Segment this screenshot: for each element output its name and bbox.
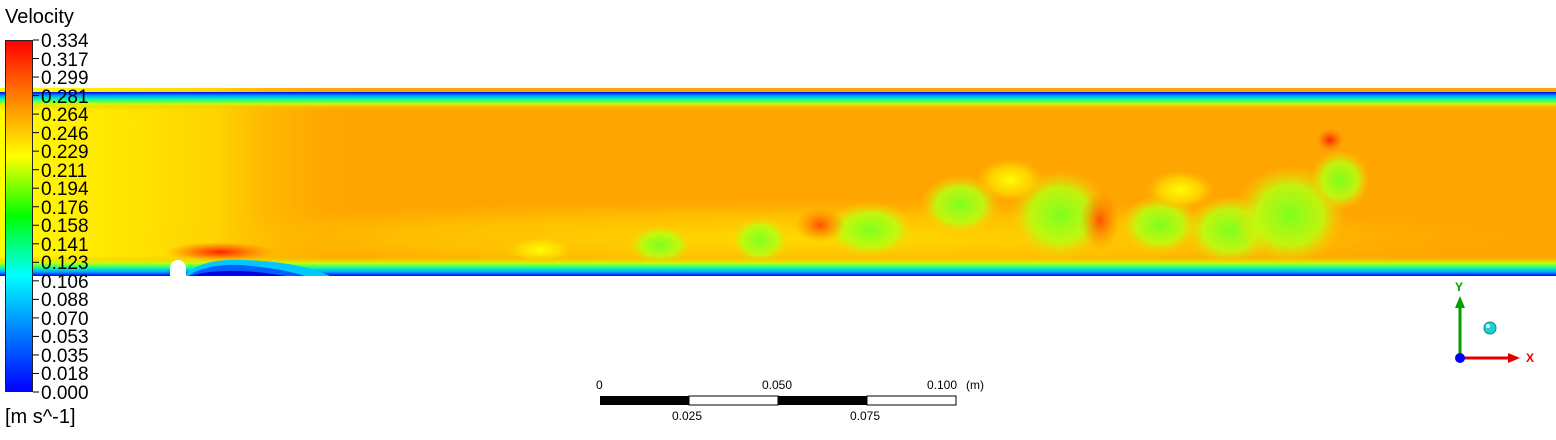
x-arrow-head xyxy=(1508,353,1520,363)
scale-label-0-100: 0.100 xyxy=(927,378,958,392)
legend-label: 0.035 xyxy=(41,345,89,367)
legend-label: 0.334 xyxy=(41,31,89,52)
y-axis-label: Y xyxy=(1455,280,1464,294)
legend-label: 0.281 xyxy=(41,86,89,108)
legend-label: 0.176 xyxy=(41,197,89,219)
scale-label-0-050: 0.050 xyxy=(762,378,793,392)
legend-label: 0.000 xyxy=(41,383,89,404)
legend-label: 0.018 xyxy=(41,364,89,386)
legend-color-bar xyxy=(5,40,33,392)
top-boundary-layer xyxy=(0,92,1556,110)
legend-label: 0.299 xyxy=(41,68,89,90)
legend-units: [m s^-1] xyxy=(5,406,76,428)
legend-label: 0.264 xyxy=(41,105,89,127)
scale-segment-2 xyxy=(688,395,779,406)
recirculation-zone xyxy=(184,259,330,276)
flow-field xyxy=(0,88,1556,276)
legend-label: 0.317 xyxy=(41,49,89,71)
legend-label: 0.158 xyxy=(41,216,89,238)
turbulent-structures xyxy=(505,150,1370,265)
legend-label: 0.106 xyxy=(41,271,89,293)
scale-unit: (m) xyxy=(966,378,984,392)
legend-label: 0.229 xyxy=(41,142,89,164)
scale-segment-1 xyxy=(600,396,689,405)
scale-segment-4 xyxy=(866,395,957,406)
scale-label-0: 0 xyxy=(596,378,603,392)
legend-label: 0.141 xyxy=(41,234,89,256)
y-arrow-head xyxy=(1455,296,1465,308)
scale-segment-3 xyxy=(778,396,867,405)
legend-label: 0.211 xyxy=(41,160,88,182)
scale-label-0-075: 0.075 xyxy=(850,409,881,423)
legend-label: 0.053 xyxy=(41,327,89,349)
legend-label: 0.246 xyxy=(41,123,89,145)
legend-label: 0.088 xyxy=(41,290,89,312)
scale-bar xyxy=(600,395,957,406)
legend-title: Velocity xyxy=(5,6,74,28)
bottom-boundary-layer xyxy=(0,256,1556,276)
legend-label: 0.123 xyxy=(41,253,89,275)
legend xyxy=(33,39,39,393)
legend-label: 0.194 xyxy=(41,179,89,201)
step-obstacle xyxy=(170,260,186,276)
scale-label-0-025: 0.025 xyxy=(672,409,703,423)
axis-triad xyxy=(1455,296,1520,363)
legend-label: 0.070 xyxy=(41,308,89,330)
x-axis-label: X xyxy=(1526,351,1535,365)
z-axis-dot xyxy=(1455,353,1465,363)
view-sphere[interactable] xyxy=(1483,321,1497,335)
hot-spot-downstream xyxy=(1316,128,1344,152)
